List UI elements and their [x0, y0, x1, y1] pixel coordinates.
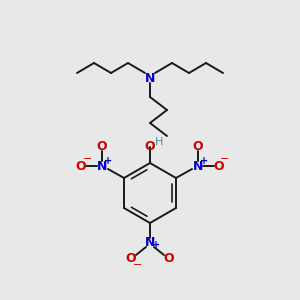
Text: +: +	[152, 240, 160, 250]
Text: −: −	[83, 154, 93, 164]
Text: +: +	[200, 156, 208, 166]
Text: N: N	[145, 236, 155, 250]
Text: O: O	[97, 140, 107, 154]
Text: N: N	[145, 71, 155, 85]
Text: O: O	[193, 140, 203, 154]
Text: −: −	[220, 154, 230, 164]
Text: N: N	[193, 160, 203, 172]
Text: O: O	[126, 253, 136, 266]
Text: N: N	[97, 160, 107, 172]
Text: O: O	[164, 253, 174, 266]
Text: H: H	[155, 137, 163, 147]
Text: +: +	[104, 156, 112, 166]
Text: O: O	[145, 140, 155, 154]
Text: O: O	[214, 160, 224, 172]
Text: O: O	[76, 160, 86, 172]
Text: −: −	[133, 260, 143, 270]
